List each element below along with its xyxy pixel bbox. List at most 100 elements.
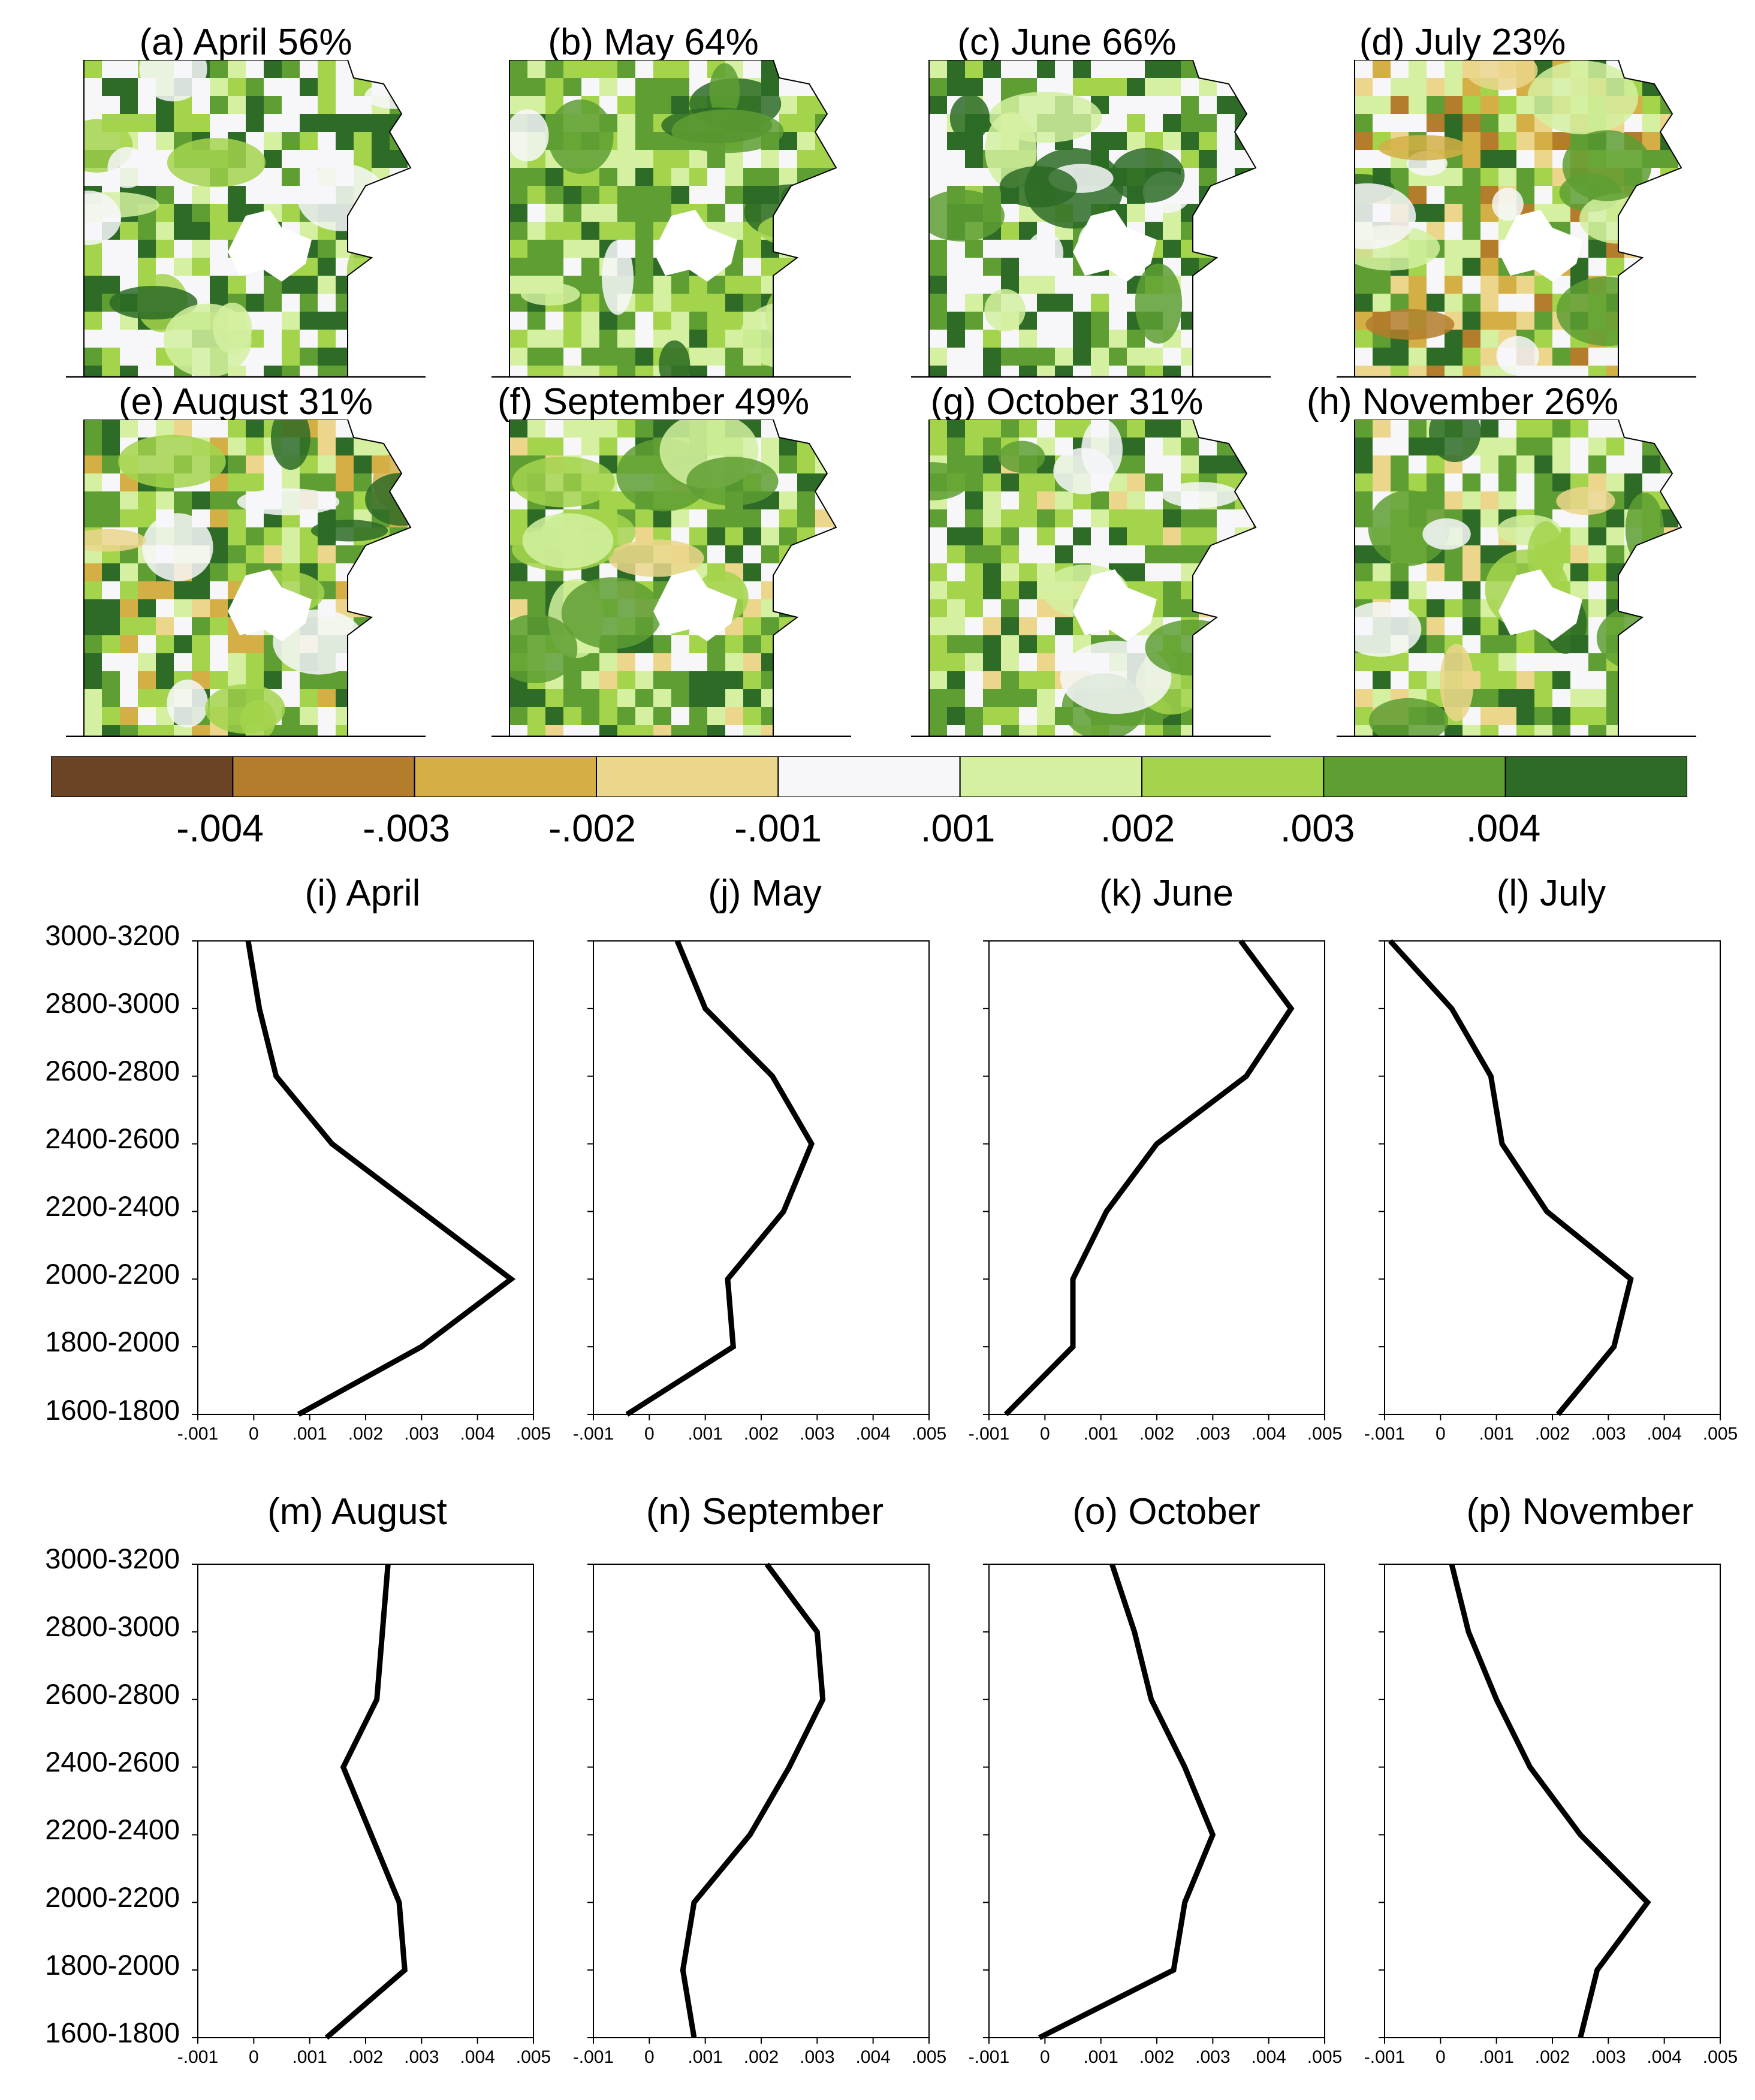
x-tick-label: -.001 [572,2047,614,2067]
map-title: (e) August 31% [119,381,373,423]
lake-mask [1498,569,1582,641]
plot-frame [593,940,930,1415]
series-line [680,1562,826,2038]
map-raster [509,60,836,378]
y-tick-label: 2800-3000 [45,987,180,1019]
line-plot-may [587,940,930,1420]
legend-label: .002 [1100,807,1175,850]
x-tick-label: .005 [1307,1424,1343,1444]
y-tick-label: 2200-2400 [45,1814,180,1845]
x-tick-label: 0 [644,2047,655,2067]
x-tick-label: -.001 [572,1424,614,1444]
line-plot-july [1379,939,1721,1420]
x-tick-label: -.001 [1364,1424,1406,1444]
y-tick-label: 2600-2800 [45,1055,180,1087]
x-tick-label: .003 [404,1424,439,1444]
plot-frame [197,940,534,1415]
y-tick-label: 2600-2800 [45,1678,180,1710]
x-tick-label: .003 [404,2047,439,2067]
series-line [1038,1563,1216,2041]
legend-bin [232,756,415,797]
x-tick-label: .004 [1251,2047,1286,2067]
x-tick-label: -.001 [968,1424,1010,1444]
x-tick-label: .004 [1647,1424,1682,1444]
plot-title: (j) May [708,873,822,914]
map-raster [84,420,411,737]
x-tick-label: .004 [460,1424,495,1444]
legend-label: -.001 [734,807,822,850]
legend-bin [1504,756,1687,797]
y-tick-label: 2000-2200 [45,1258,180,1290]
x-tick-label: .005 [911,1424,947,1444]
series-line [625,940,815,1417]
lake-mask [653,569,737,641]
map-title: (h) November 26% [1306,381,1619,423]
x-tick-label: 0 [248,2047,259,2067]
map-boundary [928,60,1257,378]
x-tick-label: .004 [1647,2047,1682,2067]
legend-label: -.002 [548,807,636,850]
y-tick-label: 2400-2600 [45,1123,180,1154]
line-plot-october [983,1563,1325,2044]
map-title: (a) April 56% [139,22,352,63]
x-tick-label: .001 [1083,2047,1118,2067]
x-tick-label: .001 [1479,2047,1514,2067]
legend-label: -.003 [363,807,450,850]
legend-label: .001 [920,807,996,850]
map-raster [929,420,1256,737]
x-tick-label: .004 [855,2047,891,2067]
x-tick-label: 0 [1435,1424,1446,1444]
map-title: (c) June 66% [957,22,1177,63]
x-tick-label: -.001 [177,1424,219,1444]
map-panel-april [66,60,426,378]
x-tick-label: -.001 [1364,2047,1406,2067]
x-tick-label: .001 [687,1424,723,1444]
plot-title: (k) June [1099,873,1234,914]
x-tick-label: .001 [292,2047,327,2067]
x-tick-label: .004 [460,2047,495,2067]
plot-title: (l) July [1496,873,1606,914]
x-tick-label: 0 [248,1424,259,1444]
legend-label: .003 [1280,807,1355,850]
map-title: (f) September 49% [497,381,810,423]
map-raster [84,60,411,378]
x-tick-label: .003 [1591,1424,1626,1444]
x-tick-label: .002 [743,2047,779,2067]
y-tick-label: 1800-2000 [45,1326,180,1357]
legend-bin [1323,756,1506,797]
x-tick-label: .005 [515,2047,551,2067]
x-tick-label: .002 [1534,2047,1570,2067]
legend-bin [51,756,234,797]
x-tick-label: .003 [1591,2047,1626,2067]
x-tick-label: .005 [1702,1424,1738,1444]
x-tick-label: .005 [515,1424,551,1444]
x-tick-label: .004 [1251,1424,1286,1444]
map-boundary [928,420,1257,737]
x-tick-label: .001 [687,2047,723,2067]
legend-bin [1141,756,1325,797]
x-tick-label: .002 [348,2047,384,2067]
map-boundary [83,60,412,378]
map-panel-june [911,60,1271,378]
series-line [324,1564,408,2040]
x-tick-label: .001 [1083,1424,1118,1444]
lake-mask [228,210,312,282]
map-boundary [1354,60,1682,378]
line-plot-august [192,1564,534,2044]
plot-frame [988,1564,1325,2038]
x-tick-label: .003 [800,1424,835,1444]
map-title: (d) July 23% [1359,22,1566,63]
x-tick-label: .003 [1195,2047,1231,2067]
legend-label: -.004 [176,807,264,850]
lake-mask [228,569,312,641]
series-line [245,940,516,1417]
series-line [1388,939,1634,1416]
y-tick-label: 1800-2000 [45,1949,180,1981]
x-tick-label: .002 [1534,1424,1570,1444]
plot-frame [197,1564,534,2038]
map-title: (g) October 31% [930,381,1204,423]
legend-bin [596,756,779,797]
series-line [1003,939,1295,1417]
plot-frame [1384,940,1721,1415]
line-plot-september [587,1562,930,2044]
